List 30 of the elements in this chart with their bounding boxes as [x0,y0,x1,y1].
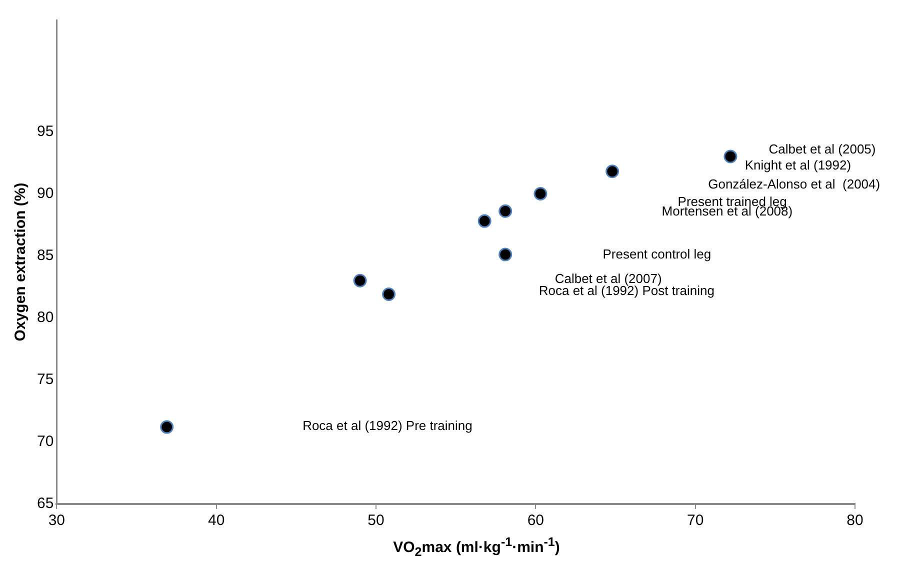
point [478,214,492,228]
point [160,420,174,434]
point [724,150,738,164]
annotation: Calbet et al (2007) [554,271,662,286]
x-tick-label: 60 [527,512,544,530]
x-tick-label: 70 [686,512,704,530]
y-tick-label: 85 [36,246,54,264]
y-tick-label: 90 [36,184,54,202]
annotation: Calbet et al (2005) [768,141,876,156]
x-axis-title: VO$_{2}$max (ml·kg$^{-1}$·min$^{-1}$) [392,535,561,559]
y-tick-label: 65 [36,495,54,512]
y-tick-label: 95 [36,122,54,140]
annotation: Roca et al (1992) Pre training [302,418,472,434]
y-tick-label: 75 [36,371,54,388]
x-tick-label: 50 [368,512,384,530]
annotation: Knight et al (1992) [744,158,852,173]
y-axis-title: Oxygen extraction (%) [12,182,30,342]
x-tick-label: 80 [846,512,864,530]
x-tick-label: 40 [208,512,225,530]
point [498,204,512,218]
point [498,248,512,262]
point [606,164,620,178]
point [382,288,396,302]
y-tick-label: 70 [36,433,54,450]
annotation: Present control leg [602,246,712,262]
annotation: González-Alonso et al (2004) [708,176,880,192]
point [353,274,367,288]
point [534,186,548,200]
x-tick-label: 30 [48,512,66,530]
y-tick-label: 80 [36,308,54,326]
